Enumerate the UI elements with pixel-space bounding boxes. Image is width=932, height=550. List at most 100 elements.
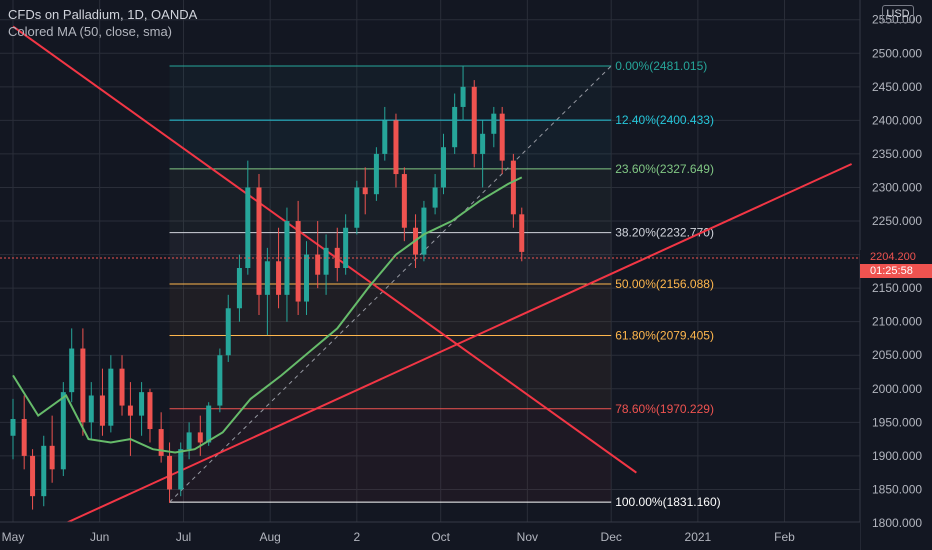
candle-body — [315, 254, 321, 275]
time-axis-panel — [0, 522, 860, 550]
fib-level-label: 23.60%(2327.649) — [615, 162, 714, 176]
chart-grid — [0, 0, 860, 524]
candle-body — [217, 355, 223, 406]
price-tick-label: 2400.000 — [872, 113, 922, 127]
candle-body — [206, 405, 212, 443]
fib-band — [169, 284, 612, 336]
fib-level-label: 50.00%(2156.088) — [615, 277, 714, 291]
candle-body — [167, 455, 173, 490]
candle-body — [343, 227, 349, 268]
candle-body — [421, 207, 427, 255]
time-tick-label: Jun — [90, 530, 109, 544]
price-tick-label: 2500.000 — [872, 46, 922, 60]
price-tick-label: 1800.000 — [872, 516, 922, 530]
candle-body — [491, 113, 497, 134]
candle-body — [323, 247, 329, 275]
time-tick-label: Jul — [176, 530, 191, 544]
candle-body — [510, 160, 516, 215]
price-tick-label: 2450.000 — [872, 80, 922, 94]
current-price-tag: 2204.200 — [860, 250, 932, 264]
candle-body — [158, 429, 164, 456]
candle-body — [119, 368, 125, 406]
candle-body — [69, 348, 75, 393]
fib-band — [169, 335, 612, 409]
time-tick-label: 2021 — [685, 530, 712, 544]
candle-body — [401, 174, 407, 228]
fib-band — [169, 66, 612, 121]
fib-level-label: 78.60%(1970.229) — [615, 402, 714, 416]
candle-body — [21, 418, 27, 456]
candle-body — [519, 214, 525, 252]
candle-body — [139, 392, 145, 416]
price-tick-label: 2300.000 — [872, 180, 922, 194]
price-tick-label: 1900.000 — [872, 449, 922, 463]
candle-body — [295, 221, 301, 302]
candle-body — [225, 308, 231, 356]
candle-body — [452, 106, 458, 148]
fib-level-label: 0.00%(2481.015) — [615, 59, 707, 73]
time-tick-label: Aug — [259, 530, 280, 544]
fib-level-label: 12.40%(2400.433) — [615, 113, 714, 127]
candle-body — [284, 221, 290, 295]
price-tick-label: 2100.000 — [872, 315, 922, 329]
candle-body — [49, 445, 55, 470]
candle-body — [354, 187, 360, 228]
indicator-label[interactable]: Colored MA (50, close, sma) — [8, 24, 173, 39]
price-tick-label: 1950.000 — [872, 415, 922, 429]
price-tick-label: 2250.000 — [872, 214, 922, 228]
time-tick-label: Feb — [774, 530, 795, 544]
candle-body — [499, 113, 505, 161]
fib-level-label: 61.80%(2079.405) — [615, 329, 714, 343]
trendline — [65, 163, 853, 524]
candle-body — [256, 187, 262, 295]
candles — [10, 66, 525, 510]
candle-body — [264, 261, 270, 295]
fib-bands — [169, 66, 612, 503]
moving-average — [12, 176, 523, 454]
symbol-title[interactable]: CFDs on Palladium, 1D, OANDA — [8, 7, 198, 22]
candle-body — [432, 187, 438, 208]
fib-levels: 0.00%(2481.015) 12.40%(2400.433) 23.60%(23… — [169, 59, 721, 509]
price-tick-label: 2550.000 — [872, 13, 922, 27]
time-axis[interactable]: May Jun Jul Aug 2 Oct Nov Dec 2021 Feb — [0, 521, 860, 550]
candle-body — [178, 449, 184, 490]
candle-body — [245, 187, 251, 268]
fib-level-label: 38.20%(2232.770) — [615, 226, 714, 240]
candle-body — [108, 368, 114, 426]
candle-body — [362, 187, 368, 195]
fib-band — [169, 168, 612, 233]
candle-body — [127, 405, 133, 416]
candle-body — [236, 268, 242, 309]
candle-body — [10, 418, 16, 436]
time-tick-label: Nov — [517, 530, 538, 544]
candle-body — [186, 432, 192, 450]
ma-line — [12, 176, 523, 454]
candle-body — [373, 153, 379, 195]
candle-body — [460, 86, 466, 107]
time-tick-label: May — [2, 530, 25, 544]
candle-body — [304, 254, 310, 302]
currency-badge[interactable]: USD — [882, 5, 914, 23]
chart-legend: CFDs on Palladium, 1D, OANDA Colored MA … — [8, 6, 197, 40]
time-tick-label: Oct — [431, 530, 450, 544]
candle-body — [382, 120, 388, 154]
fib-band — [169, 120, 612, 169]
candle-body — [60, 392, 66, 470]
candle-body — [393, 120, 399, 175]
candle-body — [276, 261, 282, 295]
candle-body — [88, 395, 94, 423]
price-tick-label: 2150.000 — [872, 281, 922, 295]
candle-body — [197, 432, 203, 443]
price-tick-label: 1850.000 — [872, 482, 922, 496]
candle-body — [147, 392, 153, 430]
candle-body — [471, 86, 477, 154]
fib-band — [169, 408, 612, 503]
candle-body — [480, 133, 486, 154]
candle-body — [41, 445, 47, 497]
bar-countdown-tag: 01:25:58 — [860, 264, 932, 278]
candle-body — [30, 455, 36, 497]
candle-body — [99, 395, 105, 426]
fib-level-label: 100.00%(1831.160) — [615, 495, 720, 509]
